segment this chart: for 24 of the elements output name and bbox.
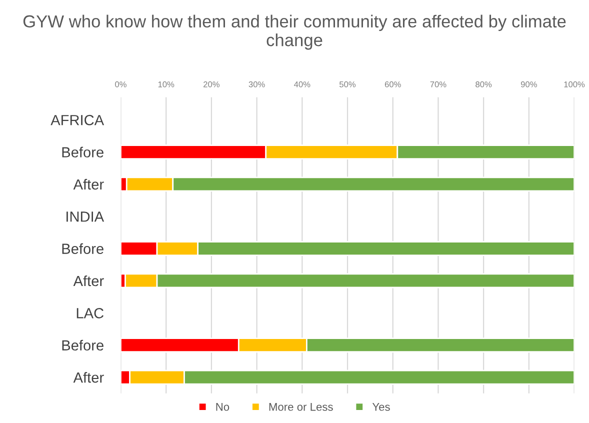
- y-tick-label: LAC: [76, 308, 104, 318]
- x-tick-label: 30%: [248, 81, 265, 88]
- x-tick-label: 70%: [430, 81, 446, 88]
- x-tick-label: 40%: [294, 81, 310, 88]
- x-tick-label: 100%: [564, 81, 585, 88]
- y-tick-label: After: [73, 372, 104, 383]
- x-tick-label: 0%: [115, 81, 126, 88]
- x-tick-label: 90%: [520, 81, 537, 88]
- y-tick-label: After: [73, 178, 104, 190]
- y-tick-label: After: [73, 275, 104, 286]
- x-tick-label: 20%: [204, 81, 220, 88]
- legend-label: More or Less: [269, 403, 333, 411]
- legend-label: Yes: [372, 403, 390, 411]
- y-tick-label: Before: [62, 146, 104, 158]
- y-tick-label: AFRICA: [50, 114, 104, 126]
- x-tick-label: 10%: [158, 81, 174, 88]
- x-tick-label: 80%: [476, 81, 492, 88]
- y-tick-label: Before: [62, 340, 104, 351]
- y-tick-label: Before: [62, 243, 104, 254]
- x-tick-label: 60%: [384, 81, 401, 88]
- y-tick-label: INDIA: [66, 212, 104, 222]
- x-tick-label: 50%: [340, 81, 356, 88]
- legend-label: No: [216, 403, 230, 411]
- chart-title: GYW who know how them and their community are affected by climate change: [23, 14, 566, 50]
